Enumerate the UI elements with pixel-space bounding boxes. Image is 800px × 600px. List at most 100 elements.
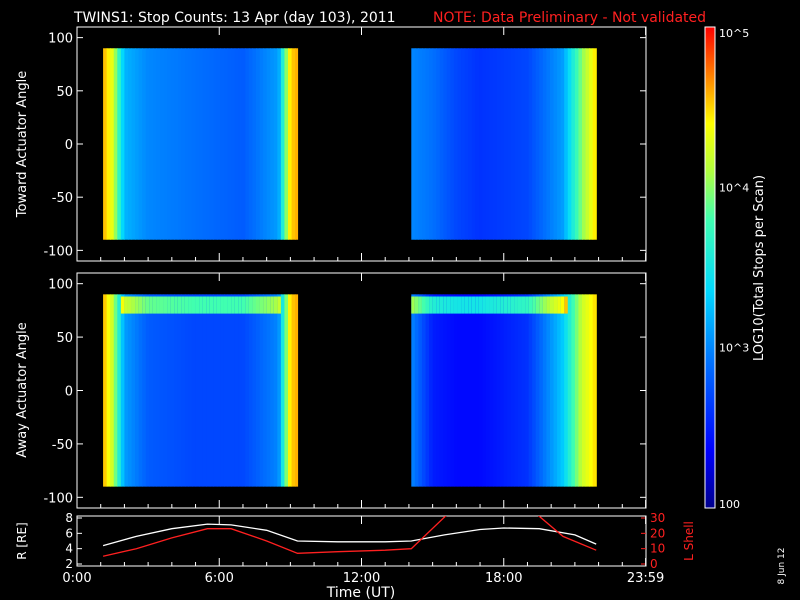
toward-cell	[581, 48, 587, 240]
toward-cell	[270, 48, 275, 240]
toward-cell	[177, 48, 182, 240]
toward-cell	[517, 48, 523, 240]
toward-cell	[206, 48, 211, 240]
away-band-cell	[418, 296, 423, 314]
toward-cell	[535, 48, 540, 240]
away-band-cell	[181, 296, 186, 314]
away-ytick-label: 50	[56, 331, 73, 346]
away-band-cell	[446, 296, 452, 314]
away-band-cell	[453, 296, 459, 314]
away-cell	[288, 294, 293, 487]
orbit-ytick-label: 2	[65, 557, 73, 571]
toward-cell	[167, 48, 172, 240]
toward-cell	[425, 48, 430, 240]
toward-cell	[273, 48, 278, 240]
away-cell	[578, 294, 583, 487]
toward-cell	[220, 48, 225, 240]
toward-cell	[461, 48, 466, 240]
away-cell	[589, 294, 594, 487]
away-band-cell	[156, 296, 161, 314]
away-band-cell	[220, 296, 225, 314]
away-cell	[295, 294, 299, 487]
orbit-y2label: L Shell	[682, 521, 696, 561]
toward-ytick-label: 50	[56, 85, 73, 100]
toward-cell	[256, 48, 261, 240]
away-cell	[163, 294, 168, 487]
colorbar-label: LOG10(Total Stops per Scan)	[752, 175, 767, 361]
away-band-cell	[542, 296, 548, 314]
away-cell	[443, 294, 448, 487]
away-cell	[464, 294, 469, 487]
away-cell	[220, 294, 225, 487]
toward-ytick-label: -100	[43, 244, 73, 259]
away-cell	[507, 294, 512, 487]
toward-cell	[227, 48, 232, 240]
away-cell	[152, 294, 158, 487]
toward-cell	[195, 48, 200, 240]
away-cell	[248, 294, 254, 487]
toward-cell	[457, 48, 462, 240]
away-band-cell	[159, 296, 165, 314]
away-band-cell	[209, 296, 214, 314]
away-cell	[124, 294, 129, 487]
away-cell	[145, 294, 150, 487]
colorbar	[704, 26, 716, 509]
away-band-cell	[478, 296, 484, 314]
toward-cell	[475, 48, 480, 240]
toward-cell	[414, 48, 419, 240]
toward-cell	[507, 48, 512, 240]
away-cell	[574, 294, 580, 487]
toward-cell	[213, 48, 218, 240]
away-band-cell	[450, 296, 455, 314]
toward-cell	[138, 48, 143, 240]
preliminary-note: NOTE: Data Preliminary - Not validated	[433, 10, 706, 26]
away-cell	[425, 294, 430, 487]
away-cell	[482, 294, 487, 487]
toward-cell	[510, 48, 516, 240]
toward-cell	[124, 48, 129, 240]
away-band-cell	[485, 296, 491, 314]
xtick-label: 6:00	[205, 571, 234, 586]
toward-cell	[450, 48, 455, 240]
toward-cell	[578, 48, 583, 240]
away-cell	[206, 294, 211, 487]
toward-cell	[184, 48, 190, 240]
away-cell	[503, 294, 508, 487]
away-band-cell	[493, 296, 498, 314]
toward-cell	[223, 48, 229, 240]
away-band-cell	[468, 296, 473, 314]
away-band-cell	[517, 296, 523, 314]
xtick-label: 0:00	[62, 571, 91, 586]
toward-cell	[103, 48, 108, 240]
away-band-cell	[564, 296, 569, 314]
toward-cell	[432, 48, 437, 240]
toward-cell	[528, 48, 533, 240]
toward-cell	[560, 48, 565, 240]
toward-cell	[571, 48, 576, 240]
away-band-cell	[500, 296, 505, 314]
away-cell	[188, 294, 193, 487]
away-cell	[213, 294, 218, 487]
xtick-label: 23:59	[627, 571, 664, 586]
away-band-cell	[475, 296, 480, 314]
away-cell	[142, 294, 147, 487]
toward-cell	[142, 48, 147, 240]
away-cell	[167, 294, 172, 487]
away-cell	[103, 294, 108, 487]
toward-cell	[170, 48, 175, 240]
away-band-cell	[549, 296, 555, 314]
toward-ytick-label: 0	[65, 138, 73, 153]
toward-cell	[503, 48, 508, 240]
away-cell	[270, 294, 275, 487]
away-band-cell	[439, 296, 444, 314]
away-cell	[241, 294, 246, 487]
away-cell	[549, 294, 555, 487]
toward-cell	[567, 48, 572, 240]
toward-cell	[471, 48, 476, 240]
away-cell	[485, 294, 491, 487]
away-band-cell	[471, 296, 476, 314]
away-band-cell	[152, 296, 158, 314]
away-cell	[209, 294, 214, 487]
away-band-cell	[213, 296, 218, 314]
away-cell	[202, 294, 207, 487]
